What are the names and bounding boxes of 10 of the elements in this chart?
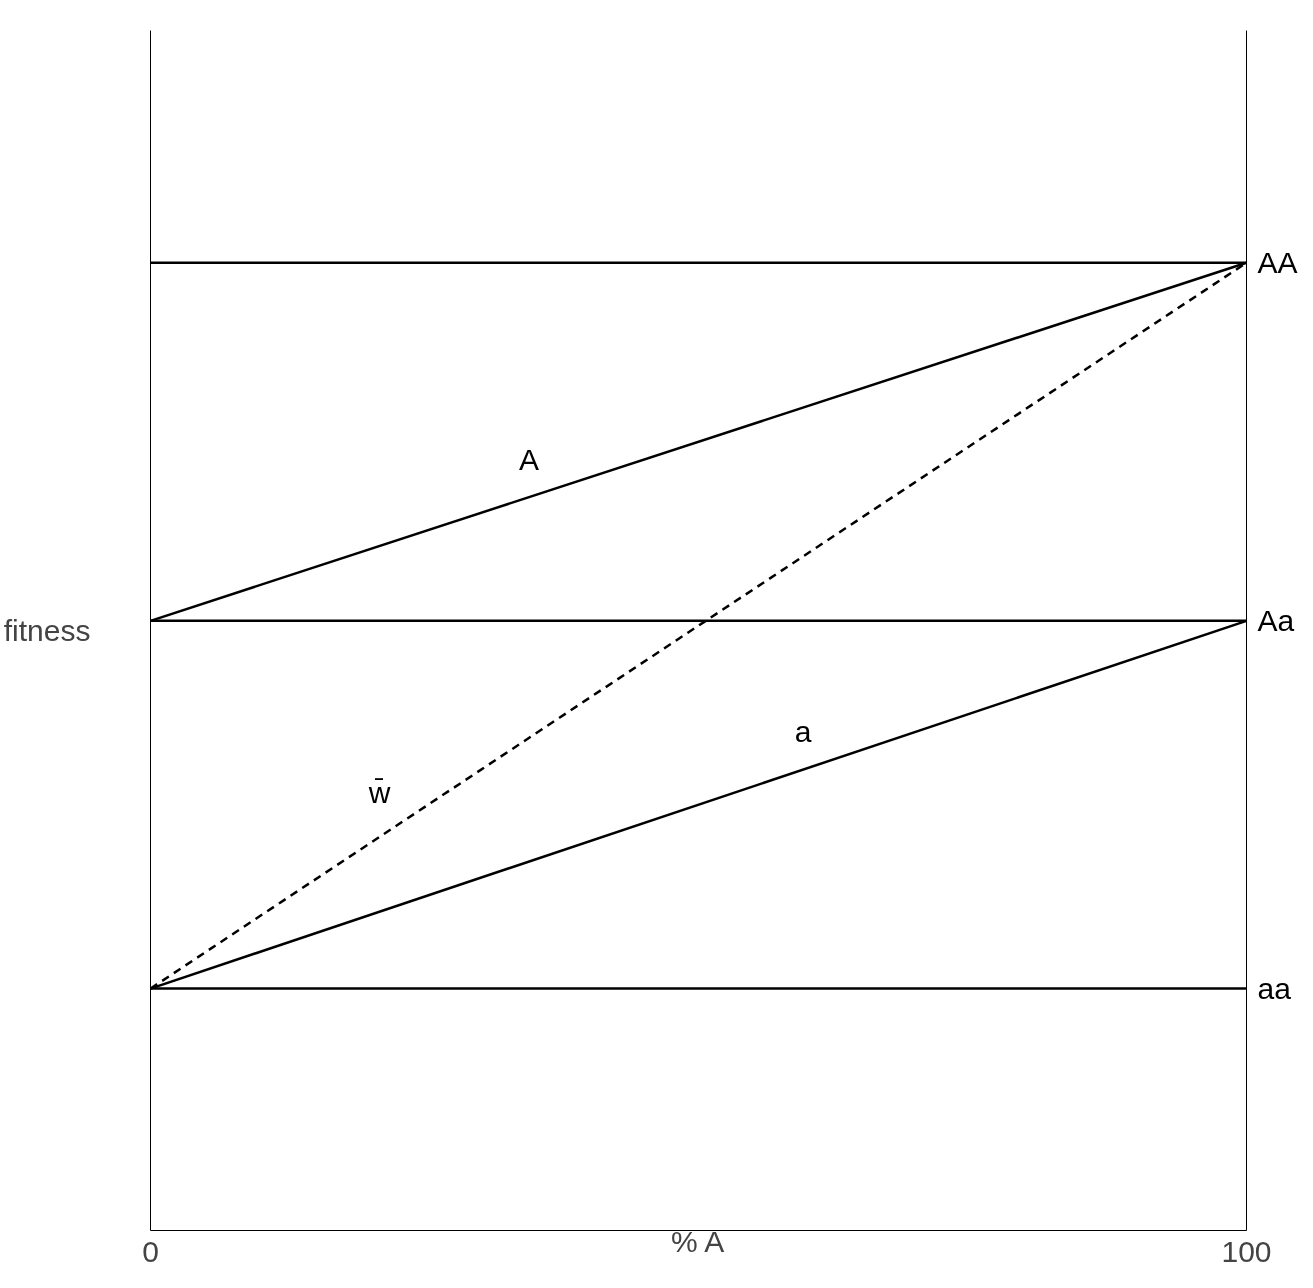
ref-line-label: AA <box>1257 246 1298 280</box>
series-label: w̄ <box>367 775 391 809</box>
series-label: A <box>519 442 540 476</box>
y-axis-title: fitness <box>3 614 91 647</box>
x-tick-label: 0 <box>142 1234 159 1268</box>
ref-line-label: Aa <box>1257 604 1295 638</box>
x-tick-label: 100 <box>1221 1234 1272 1268</box>
x-axis-title: % A <box>670 1224 725 1258</box>
series-label: a <box>794 714 812 748</box>
ref-line-label: aa <box>1257 972 1292 1006</box>
